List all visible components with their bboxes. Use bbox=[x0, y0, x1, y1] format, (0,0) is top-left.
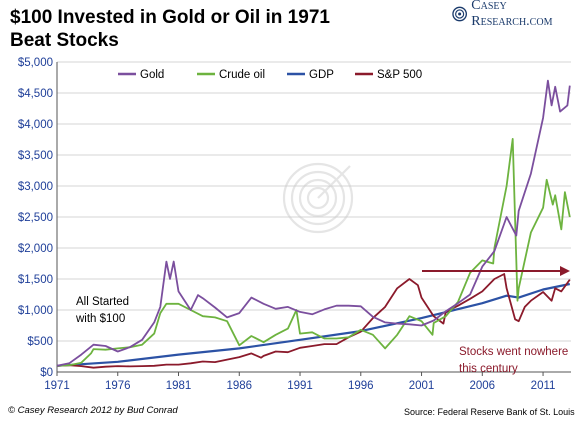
axes: $0 $500 $1,000 $1,500 $2,000 $2,500 $3,000 $3,5… bbox=[18, 57, 571, 392]
casey-globe-icon bbox=[452, 6, 467, 22]
x-tick-label: 1986 bbox=[226, 380, 252, 392]
start-annotation-line-1: All Started bbox=[76, 296, 129, 308]
y-tick-label: $4,000 bbox=[18, 119, 53, 131]
source-note: Source: Federal Reserve Bank of St. Loui… bbox=[404, 407, 575, 417]
legend-label-s-p-500: S&P 500 bbox=[377, 69, 422, 81]
series-line-crude-oil bbox=[56, 138, 571, 367]
x-tick-label: 1996 bbox=[348, 380, 374, 392]
legend: Gold Crude oil GDP S&P 500 bbox=[118, 69, 422, 81]
copyright-note: © Casey Research 2012 by Bud Conrad bbox=[8, 405, 178, 416]
gridlines bbox=[57, 61, 571, 373]
stocks-annotation-line-2: this century bbox=[459, 363, 518, 375]
y-tick-label: $5,000 bbox=[18, 57, 53, 69]
y-tick-label: $0 bbox=[40, 367, 53, 379]
brand-text: Casey Research.com bbox=[471, 0, 553, 29]
y-tick-label: $2,000 bbox=[18, 243, 53, 255]
chart-title-line-1: $100 Invested in Gold or Oil in 1971 bbox=[10, 7, 330, 28]
y-tick-label: $3,500 bbox=[18, 150, 53, 162]
start-annotation-line-2: with $100 bbox=[75, 313, 125, 325]
x-tick-label: 1976 bbox=[105, 380, 131, 392]
y-tick-label: $3,000 bbox=[18, 181, 53, 193]
watermark-spiral-icon bbox=[282, 162, 354, 234]
stocks-annotation-line-1: Stocks went nowhere bbox=[459, 346, 568, 358]
series-lines bbox=[56, 79, 571, 369]
y-tick-label: $500 bbox=[27, 336, 53, 348]
brand-logo: Casey Research.com bbox=[452, 0, 586, 29]
series-line-gdp bbox=[56, 282, 571, 367]
x-tick-label: 2006 bbox=[469, 380, 495, 392]
y-tick-label: $1,000 bbox=[18, 305, 53, 317]
x-tick-label: 1991 bbox=[287, 380, 313, 392]
x-tick-label: 2001 bbox=[409, 380, 435, 392]
chart-title-line-2: Beat Stocks bbox=[10, 30, 119, 51]
legend-label-gdp: GDP bbox=[309, 69, 334, 81]
y-tick-label: $2,500 bbox=[18, 212, 53, 224]
y-tick-label: $1,500 bbox=[18, 274, 53, 286]
chart-title: $100 Invested in Gold or Oil in 1971 Bea… bbox=[10, 6, 410, 52]
y-tick-label: $4,500 bbox=[18, 88, 53, 100]
x-tick-label: 1981 bbox=[166, 380, 192, 392]
stocks-flat-arrow-head bbox=[560, 266, 570, 276]
annotations: All Started with $100 Stocks went nowher… bbox=[75, 266, 570, 375]
x-tick-label: 1971 bbox=[44, 380, 70, 392]
legend-label-gold: Gold bbox=[140, 69, 164, 81]
series-line-gold bbox=[56, 79, 571, 367]
x-tick-label: 2011 bbox=[531, 380, 556, 392]
legend-label-crude-oil: Crude oil bbox=[219, 69, 265, 81]
